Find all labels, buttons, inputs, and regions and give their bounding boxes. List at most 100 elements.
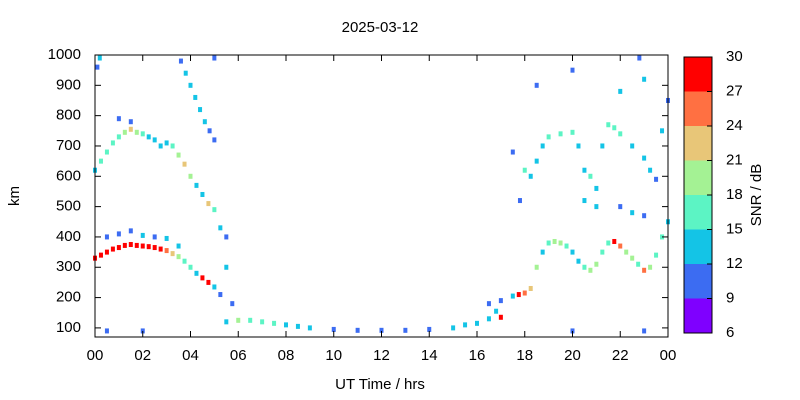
- data-point: [594, 261, 599, 267]
- data-marks: [93, 55, 670, 334]
- data-point: [146, 134, 151, 140]
- y-tick-label: 1000: [48, 46, 81, 63]
- data-point: [612, 125, 617, 131]
- y-axis-label: km: [6, 186, 23, 206]
- colorbar-tick-label: 30: [726, 48, 743, 65]
- data-point: [98, 252, 103, 258]
- data-point: [236, 317, 241, 323]
- data-point: [355, 327, 360, 333]
- data-point: [202, 119, 207, 125]
- data-point: [582, 167, 587, 173]
- data-point: [654, 252, 659, 258]
- data-point: [134, 129, 139, 135]
- data-point: [576, 143, 581, 149]
- data-point: [618, 88, 623, 94]
- data-point: [654, 176, 659, 182]
- data-point: [494, 308, 499, 314]
- data-point: [224, 264, 229, 270]
- data-point: [104, 249, 109, 255]
- data-point: [128, 228, 133, 234]
- data-point: [98, 158, 103, 164]
- data-point: [510, 293, 515, 299]
- data-point: [272, 320, 277, 326]
- data-point: [158, 246, 163, 252]
- data-point: [134, 242, 139, 248]
- y-tick-label: 200: [56, 289, 81, 306]
- x-tick-label: 12: [373, 347, 390, 364]
- x-tick-label: 00: [660, 347, 677, 364]
- data-point: [182, 258, 187, 264]
- data-point: [498, 314, 503, 320]
- data-point: [534, 264, 539, 270]
- y-tick-label: 700: [56, 137, 81, 154]
- data-point: [260, 319, 265, 325]
- data-point: [194, 182, 199, 188]
- data-point: [224, 234, 229, 240]
- data-point: [570, 67, 575, 73]
- data-point: [564, 243, 569, 249]
- data-point: [176, 152, 181, 158]
- data-point: [212, 137, 217, 143]
- data-point: [170, 251, 175, 257]
- colorbar-tick-label: 6: [726, 324, 734, 341]
- y-tick-label: 400: [56, 228, 81, 245]
- data-point: [558, 240, 563, 246]
- data-point: [295, 323, 300, 329]
- data-point: [648, 167, 653, 173]
- colorbar-band: [684, 229, 712, 264]
- data-point: [188, 82, 193, 88]
- data-point: [642, 267, 647, 273]
- data-point: [570, 129, 575, 135]
- data-point: [128, 126, 133, 132]
- data-point: [642, 328, 647, 334]
- data-point: [110, 140, 115, 146]
- data-point: [170, 143, 175, 149]
- data-point: [140, 243, 145, 249]
- data-point: [164, 235, 169, 241]
- x-tick-label: 06: [230, 347, 247, 364]
- colorbar-band: [684, 57, 712, 92]
- colorbar-tick-label: 21: [726, 151, 743, 168]
- data-point: [486, 316, 491, 322]
- data-point: [284, 322, 288, 328]
- data-point: [576, 258, 581, 264]
- data-point: [152, 234, 157, 240]
- data-point: [152, 137, 157, 143]
- data-point: [307, 325, 312, 331]
- data-point: [570, 249, 575, 255]
- data-point: [540, 143, 545, 149]
- data-point: [188, 173, 193, 179]
- colorbar-tick-label: 9: [726, 289, 734, 306]
- y-tick-label: 100: [56, 319, 81, 336]
- x-tick-label: 08: [278, 347, 295, 364]
- colorbar-band: [684, 264, 712, 299]
- data-point: [97, 55, 102, 61]
- data-point: [193, 94, 198, 100]
- data-point: [516, 292, 521, 298]
- y-tick-label: 600: [56, 167, 81, 184]
- data-point: [475, 320, 479, 326]
- data-point: [198, 107, 203, 113]
- x-tick-label: 10: [325, 347, 342, 364]
- data-point: [558, 131, 563, 137]
- data-point: [122, 129, 127, 135]
- data-point: [212, 207, 217, 213]
- data-point: [588, 267, 593, 273]
- colorbar-tick-label: 12: [726, 255, 743, 272]
- colorbar-band: [684, 298, 712, 333]
- data-point: [600, 249, 605, 255]
- data-point: [624, 249, 629, 255]
- colorbar-tick-label: 24: [726, 117, 743, 134]
- data-point: [379, 327, 384, 333]
- chart-title: 2025-03-12: [342, 19, 419, 36]
- data-point: [116, 116, 121, 122]
- colorbar-tick-label: 27: [726, 82, 743, 99]
- data-point: [498, 298, 503, 304]
- data-point: [140, 328, 145, 334]
- data-point: [122, 242, 127, 248]
- data-point: [206, 201, 211, 207]
- data-point: [570, 328, 575, 334]
- data-point: [178, 58, 183, 64]
- data-point: [522, 290, 527, 296]
